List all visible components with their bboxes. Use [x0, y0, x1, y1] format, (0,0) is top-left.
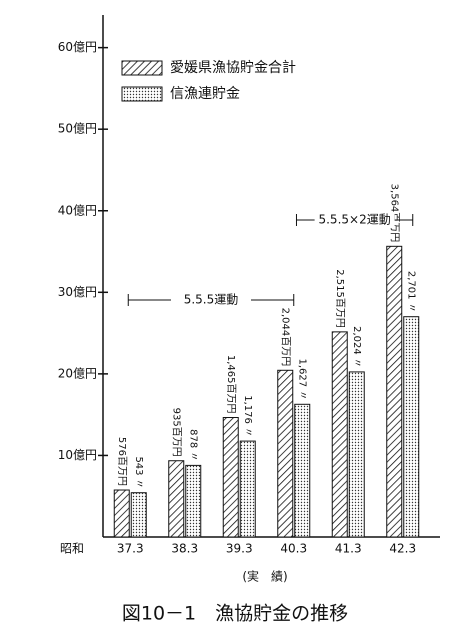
bar	[185, 464, 202, 538]
value-label: 2,044百万円	[279, 308, 291, 367]
value-label: 2,701 〃	[405, 271, 416, 313]
bar	[403, 316, 420, 538]
x-tick-label: 38.3	[171, 542, 198, 556]
bar	[331, 331, 348, 538]
x-tick-label: 41.3	[335, 542, 362, 556]
value-label: 935百万円	[170, 408, 182, 457]
annotation-bg	[171, 292, 251, 308]
y-tick-label: 60億円	[58, 40, 97, 54]
y-tick-label: 10億円	[58, 448, 97, 462]
x-tick-label: 40.3	[280, 542, 307, 556]
bar	[386, 245, 403, 538]
caption: 図10－1 漁協貯金の推移	[122, 603, 348, 625]
y-tick-label: 20億円	[58, 366, 97, 380]
value-label: 1,627 〃	[296, 358, 307, 400]
value-label: 576百万円	[116, 437, 128, 486]
value-label: 1,465百万円	[225, 355, 237, 414]
legend-label: 信漁連貯金	[170, 86, 240, 102]
bar	[277, 369, 294, 538]
bar	[222, 417, 239, 538]
value-label: 878 〃	[187, 429, 198, 461]
x-axis-label: (実 績)	[242, 569, 287, 584]
annotation: 5.5.5運動	[184, 293, 239, 307]
bar	[239, 440, 256, 538]
y-tick-label: 30億円	[58, 285, 97, 299]
x-tick-label: 37.3	[117, 542, 144, 556]
bar	[294, 403, 311, 538]
bar	[168, 460, 185, 538]
value-label: 543 〃	[133, 456, 144, 488]
legend-swatch	[121, 86, 163, 102]
legend-swatch	[121, 60, 163, 76]
bar	[348, 371, 365, 538]
x-prefix: 昭和	[60, 542, 84, 556]
bar	[130, 492, 147, 538]
y-tick-label: 50億円	[58, 122, 97, 136]
annotation-bg	[314, 212, 395, 228]
value-label: 2,024 〃	[351, 326, 362, 368]
x-tick-label: 39.3	[226, 542, 253, 556]
annotation: 5.5.5×2運動	[318, 213, 390, 227]
x-tick-label: 42.3	[389, 542, 416, 556]
bar	[113, 489, 130, 538]
value-label: 2,515百万円	[334, 269, 346, 328]
legend-label: 愛媛県漁協貯金合計	[170, 60, 296, 76]
y-tick-label: 40億円	[58, 203, 97, 217]
value-label: 1,176 〃	[242, 395, 253, 437]
